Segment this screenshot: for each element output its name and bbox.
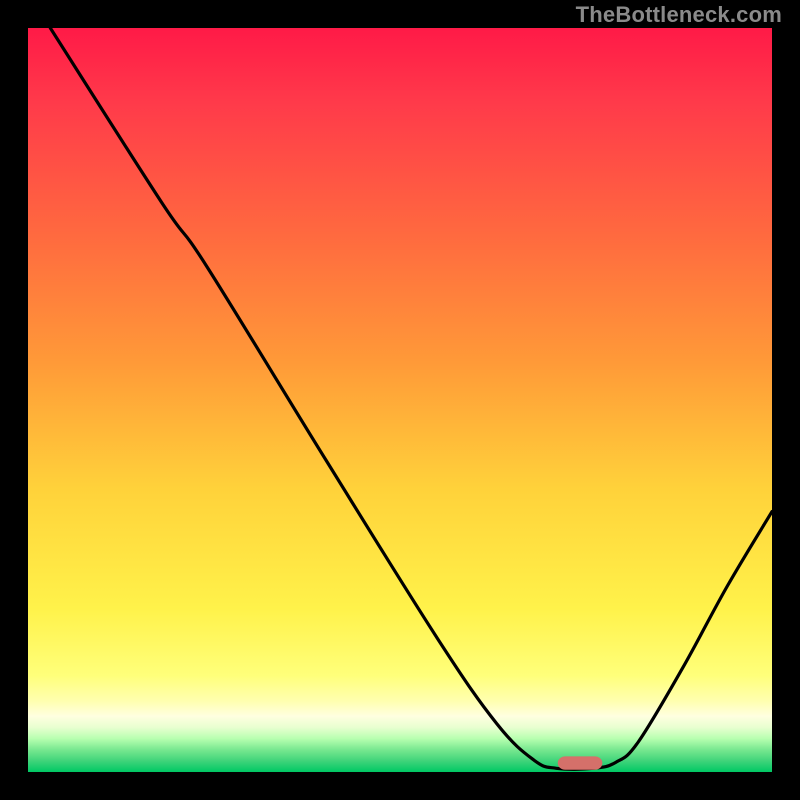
optimal-marker xyxy=(558,756,603,769)
gradient-background xyxy=(28,28,772,772)
chart-container: { "watermark": { "text": "TheBottleneck.… xyxy=(0,0,800,800)
watermark-text: TheBottleneck.com xyxy=(576,2,782,28)
bottleneck-chart xyxy=(0,0,800,800)
